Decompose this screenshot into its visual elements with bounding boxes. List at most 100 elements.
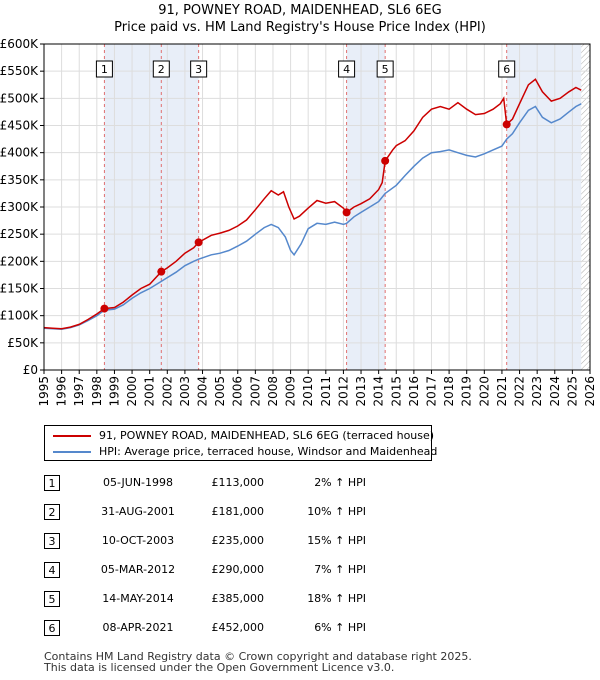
x-tick-label: 2019: [460, 376, 474, 407]
sale-number-badge: 3: [44, 533, 60, 549]
sale-price: £385,000: [211, 592, 265, 605]
x-tick-label: 2007: [248, 376, 262, 407]
footer-line-2: This data is licensed under the Open Gov…: [44, 661, 395, 674]
x-tick-label: 2012: [336, 376, 350, 407]
title-line-2: Price paid vs. HM Land Registry's House …: [114, 20, 486, 35]
sale-date: 05-MAR-2012: [100, 563, 176, 576]
x-tick-label: 1999: [107, 376, 121, 407]
sale-number-badge: 1: [44, 475, 60, 491]
chart-title: 91, POWNEY ROAD, MAIDENHEAD, SL6 6EG Pri…: [0, 2, 600, 36]
sale-label-text-2: 2: [158, 63, 165, 76]
y-tick-label: £600K: [0, 37, 39, 51]
x-tick-label: 2008: [266, 376, 280, 407]
sale-hpi-diff: 6% ↑ HPI: [314, 621, 366, 634]
sale-row-1: 1 05-JUN-1998 £113,000 2% ↑ HPI: [44, 469, 464, 498]
x-tick-label: 2014: [372, 376, 386, 407]
x-tick-label: 2020: [477, 376, 491, 407]
sales-table: 1 05-JUN-1998 £113,000 2% ↑ HPI 2 31-AUG-2001…: [44, 469, 464, 643]
sale-number-badge: 5: [44, 591, 60, 607]
x-tick-label: 2004: [196, 376, 210, 407]
legend-swatch-hpi: [53, 451, 91, 453]
y-tick-label: £150K: [0, 282, 39, 296]
legend-swatch-property: [53, 435, 91, 437]
sale-hpi-diff: 2% ↑ HPI: [314, 476, 366, 489]
x-tick-label: 2011: [319, 376, 333, 407]
sale-row-6: 6 08-APR-2021 £452,000 6% ↑ HPI: [44, 614, 464, 643]
sale-price: £290,000: [211, 563, 265, 576]
x-tick-label: 1995: [37, 376, 51, 407]
x-tick-label: 1998: [90, 376, 104, 407]
sale-hpi-diff: 18% ↑ HPI: [307, 592, 366, 605]
sale-date: 31-AUG-2001: [101, 505, 175, 518]
y-tick-label: £200K: [0, 254, 39, 268]
y-tick-label: £400K: [0, 146, 39, 160]
footer: Contains HM Land Registry data © Crown c…: [44, 651, 472, 673]
x-tick-label: 2001: [143, 376, 157, 407]
x-tick-label: 2005: [213, 376, 227, 407]
y-tick-label: £250K: [0, 227, 39, 241]
y-tick-label: £500K: [0, 91, 39, 105]
sale-label-text-4: 4: [343, 63, 350, 76]
sale-row-3: 3 10-OCT-2003 £235,000 15% ↑ HPI: [44, 527, 464, 556]
sale-row-2: 2 31-AUG-2001 £181,000 10% ↑ HPI: [44, 498, 464, 527]
property-price-line: [43, 78, 582, 330]
sale-row-4: 4 05-MAR-2012 £290,000 7% ↑ HPI: [44, 556, 464, 585]
sale-label-box-1: [95, 60, 113, 78]
sale-label-text-6: 6: [503, 63, 510, 76]
sale-point-2: [157, 267, 166, 276]
x-tick-label: 2024: [548, 376, 562, 407]
x-tick-label: 2017: [424, 376, 438, 407]
legend-label-hpi: HPI: Average price, terraced house, Wind…: [99, 445, 438, 458]
y-tick-label: £300K: [0, 200, 39, 214]
x-tick-label: 2025: [565, 376, 579, 407]
sale-row-5: 5 14-MAY-2014 £385,000 18% ↑ HPI: [44, 585, 464, 614]
x-tick-label: 1996: [55, 376, 69, 407]
x-tick-label: 2016: [407, 376, 421, 407]
sale-hpi-diff: 15% ↑ HPI: [307, 534, 366, 547]
sale-price: £113,000: [211, 476, 265, 489]
sale-point-6: [502, 120, 511, 129]
sale-date: 05-JUN-1998: [102, 476, 174, 489]
title-line-1: 91, POWNEY ROAD, MAIDENHEAD, SL6 6EG: [158, 3, 442, 18]
y-tick-label: £350K: [0, 173, 39, 187]
sale-point-1: [100, 304, 109, 313]
y-tick-label: £550K: [0, 64, 39, 78]
y-tick-label: £100K: [0, 309, 39, 323]
x-tick-label: 2009: [284, 376, 298, 407]
sale-label-box-4: [338, 60, 356, 78]
sale-date: 10-OCT-2003: [101, 534, 175, 547]
x-tick-label: 2023: [530, 376, 544, 407]
sale-label-box-3: [190, 60, 208, 78]
sale-price: £452,000: [211, 621, 265, 634]
sale-price: £181,000: [211, 505, 265, 518]
y-tick-label: £0: [23, 363, 38, 377]
legend-label-property: 91, POWNEY ROAD, MAIDENHEAD, SL6 6EG (te…: [99, 429, 435, 442]
sale-label-text-5: 5: [382, 63, 389, 76]
sale-point-4: [342, 208, 351, 217]
legend: 91, POWNEY ROAD, MAIDENHEAD, SL6 6EG (te…: [44, 425, 437, 461]
sale-hpi-diff: 10% ↑ HPI: [307, 505, 366, 518]
footer-line-1: Contains HM Land Registry data © Crown c…: [44, 650, 472, 663]
sale-label-text-1: 1: [101, 63, 108, 76]
x-tick-label: 1997: [72, 376, 86, 407]
x-tick-label: 2003: [178, 376, 192, 407]
sale-date: 08-APR-2021: [102, 621, 174, 634]
x-tick-label: 2000: [125, 376, 139, 407]
sale-label-box-5: [376, 60, 394, 78]
x-tick-label: 2010: [301, 376, 315, 407]
x-tick-label: 2021: [495, 376, 509, 407]
sale-point-3: [194, 238, 203, 247]
x-tick-label: 2026: [583, 376, 597, 407]
sale-point-5: [381, 156, 390, 165]
price-chart: 1 2 3 4 5 6 £0 £50K £100K £150K £200K £250K £300K £3…: [0, 37, 597, 407]
sale-price: £235,000: [211, 534, 265, 547]
x-tick-label: 2015: [389, 376, 403, 407]
x-tick-label: 2006: [231, 376, 245, 407]
sale-label-box-2: [152, 60, 170, 78]
sale-number-badge: 6: [44, 620, 60, 636]
x-tick-label: 2002: [160, 376, 174, 407]
y-tick-label: £450K: [0, 119, 39, 133]
sale-label-box-6: [498, 60, 516, 78]
x-tick-label: 2018: [442, 376, 456, 407]
x-tick-label: 2022: [513, 376, 527, 407]
